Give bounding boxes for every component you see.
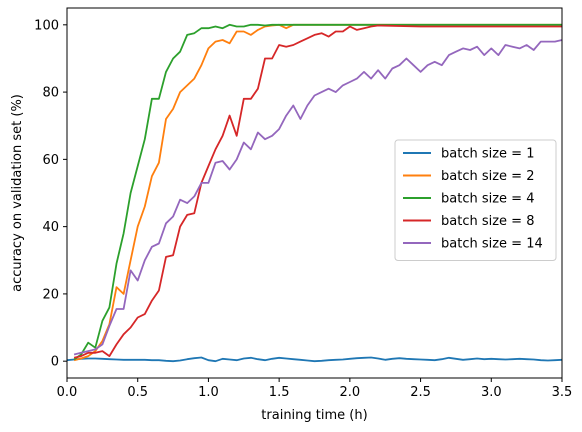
x-axis-label: training time (h): [261, 408, 367, 423]
x-tick-label: 2.0: [340, 385, 361, 400]
x-tick-label: 1.5: [269, 385, 290, 400]
x-tick-label: 3.5: [552, 385, 573, 400]
x-tick-label: 2.5: [410, 385, 431, 400]
x-tick-label: 0.5: [127, 385, 148, 400]
axis-ticks: 0.0 0.5 1.0 1.5 2.0 2.5 3.0 3.5 0 20 40 60 80 100: [34, 18, 572, 400]
legend-label: batch size = 4: [441, 192, 534, 207]
series-line-1: [66, 356, 563, 363]
series-line-4: [73, 24, 562, 359]
legend-label: batch size = 1: [441, 147, 534, 162]
series-layer: [66, 23, 563, 363]
series-line-5: [73, 39, 563, 356]
x-tick-label: 0.0: [57, 385, 78, 400]
legend-label: batch size = 8: [441, 214, 534, 229]
legend-label: batch size = 14: [441, 237, 543, 252]
y-tick-label: 80: [42, 86, 59, 101]
legend-box: [394, 139, 557, 261]
y-axis-label: accuracy on validation set (%): [10, 94, 25, 292]
y-tick-label: 0: [51, 355, 59, 370]
y-tick-label: 100: [34, 18, 59, 33]
series-line-3: [73, 23, 562, 361]
x-tick-label: 1.0: [198, 385, 219, 400]
x-tick-label: 3.0: [481, 385, 502, 400]
legend: batch size = 1 batch size = 2 batch size =…: [394, 139, 557, 261]
plot-frame: [66, 7, 563, 379]
y-tick-label: 60: [42, 153, 59, 168]
y-tick-label: 20: [42, 287, 59, 302]
legend-label: batch size = 2: [441, 169, 534, 184]
y-tick-label: 40: [42, 220, 59, 235]
